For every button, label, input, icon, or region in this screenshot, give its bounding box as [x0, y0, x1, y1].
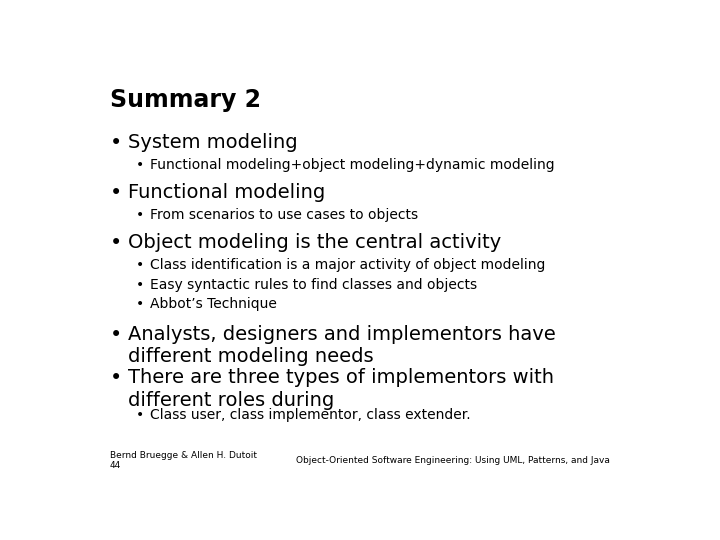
Text: From scenarios to use cases to objects: From scenarios to use cases to objects: [150, 208, 418, 222]
Text: •: •: [136, 208, 144, 222]
Text: There are three types of implementors with
different roles during: There are three types of implementors wi…: [128, 368, 554, 410]
Text: •: •: [109, 325, 122, 345]
Text: System modeling: System modeling: [128, 133, 297, 152]
Text: •: •: [109, 233, 122, 253]
Text: Functional modeling: Functional modeling: [128, 183, 325, 202]
Text: •: •: [136, 158, 144, 172]
Text: Bernd Bruegge & Allen H. Dutoit
44: Bernd Bruegge & Allen H. Dutoit 44: [109, 451, 256, 470]
Text: Class identification is a major activity of object modeling: Class identification is a major activity…: [150, 258, 546, 272]
Text: Object modeling is the central activity: Object modeling is the central activity: [128, 233, 501, 252]
Text: •: •: [109, 133, 122, 153]
Text: •: •: [109, 368, 122, 388]
Text: •: •: [109, 183, 122, 203]
Text: •: •: [136, 297, 144, 311]
Text: •: •: [136, 408, 144, 422]
Text: Easy syntactic rules to find classes and objects: Easy syntactic rules to find classes and…: [150, 278, 477, 292]
Text: Functional modeling+object modeling+dynamic modeling: Functional modeling+object modeling+dyna…: [150, 158, 555, 172]
Text: Class user, class implementor, class extender.: Class user, class implementor, class ext…: [150, 408, 471, 422]
Text: Object-Oriented Software Engineering: Using UML, Patterns, and Java: Object-Oriented Software Engineering: Us…: [297, 456, 611, 465]
Text: •: •: [136, 278, 144, 292]
Text: Analysts, designers and implementors have
different modeling needs: Analysts, designers and implementors hav…: [128, 325, 556, 367]
Text: •: •: [136, 258, 144, 272]
Text: Summary 2: Summary 2: [109, 87, 261, 112]
Text: Abbot’s Technique: Abbot’s Technique: [150, 297, 277, 311]
